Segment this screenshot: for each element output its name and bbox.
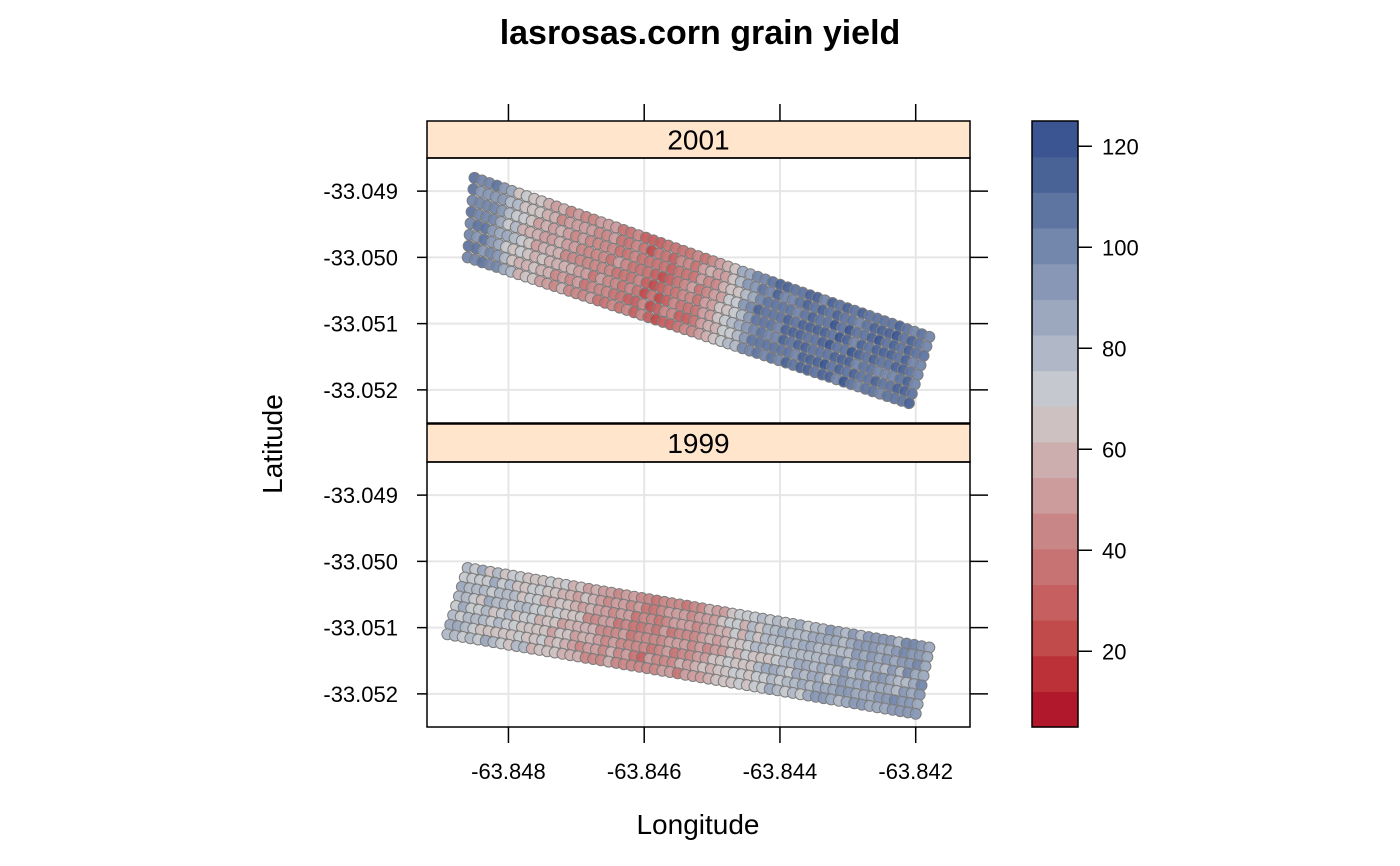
x-tick-label: -63.842 (878, 759, 953, 784)
y-tick-label: -33.052 (323, 682, 398, 707)
strip-label-1999: 1999 (667, 428, 729, 459)
y-axis-title: Latitude (257, 394, 288, 494)
x-axis-title: Longitude (636, 809, 759, 840)
y-tick-label: -33.050 (323, 549, 398, 574)
colorbar-tick-label: 20 (1102, 639, 1126, 664)
colorbar-swatch (1032, 477, 1078, 514)
colorbar-swatch (1032, 406, 1078, 443)
y-tick-label: -33.049 (323, 483, 398, 508)
colorbar-swatch (1032, 691, 1078, 728)
colorbar-frame (1031, 120, 1079, 728)
colorbar-swatch (1032, 156, 1078, 193)
colorbar-swatch (1032, 227, 1078, 265)
points-2001 (461, 171, 936, 410)
panel-frame (426, 461, 971, 728)
chart-title: lasrosas.corn grain yield (500, 14, 901, 52)
x-tick-label: -63.846 (607, 759, 682, 784)
colorbar-swatch (1032, 334, 1078, 372)
colorbar-tick-label: 60 (1102, 437, 1126, 462)
data-point (902, 397, 915, 410)
colorbar-swatch (1032, 192, 1078, 229)
panel-2001: 2001 -33.049 -33.050 -33.051 -33.052 (323, 120, 988, 424)
strip-1999 (426, 423, 971, 463)
colorbar-tick-label: 80 (1102, 336, 1126, 361)
colorbar: 20 40 60 80 100 120 (1031, 120, 1139, 728)
x-axis: -63.848 -63.846 -63.844 -63.842 (471, 104, 953, 784)
y-tick-label: -33.050 (323, 245, 398, 270)
y-tick-label: -33.052 (323, 378, 398, 403)
x-tick-label: -63.848 (471, 759, 546, 784)
colorbar-swatch (1032, 584, 1078, 621)
y-tick-label: -33.049 (323, 179, 398, 204)
colorbar-swatch (1032, 441, 1078, 479)
colorbar-swatch (1032, 370, 1078, 407)
colorbar-swatch (1032, 548, 1078, 586)
data-point (909, 707, 922, 720)
points-1999 (441, 562, 936, 720)
panel-frame (426, 157, 971, 424)
colorbar-swatch (1032, 513, 1078, 550)
colorbar-tick-label: 120 (1102, 134, 1139, 159)
colorbar-swatch (1032, 299, 1078, 336)
x-tick-label: -63.844 (743, 759, 818, 784)
colorbar-tick-label: 100 (1102, 235, 1139, 260)
colorbar-tick-label: 40 (1102, 538, 1126, 563)
panel-1999: 1999 -33.049 -33.050 -33.051 -33.052 (323, 423, 988, 728)
strip-label-2001: 2001 (667, 125, 729, 156)
colorbar-swatch (1032, 620, 1078, 657)
colorbar-swatch (1032, 655, 1078, 692)
y-tick-label: -33.051 (323, 312, 398, 337)
y-tick-label: -33.051 (323, 616, 398, 641)
colorbar-swatch (1032, 121, 1078, 158)
colorbar-swatch (1032, 263, 1078, 300)
panels: 2001 -33.049 -33.050 -33.051 -33.052 1999 -33.… (323, 120, 988, 728)
strip-2001 (426, 120, 971, 159)
